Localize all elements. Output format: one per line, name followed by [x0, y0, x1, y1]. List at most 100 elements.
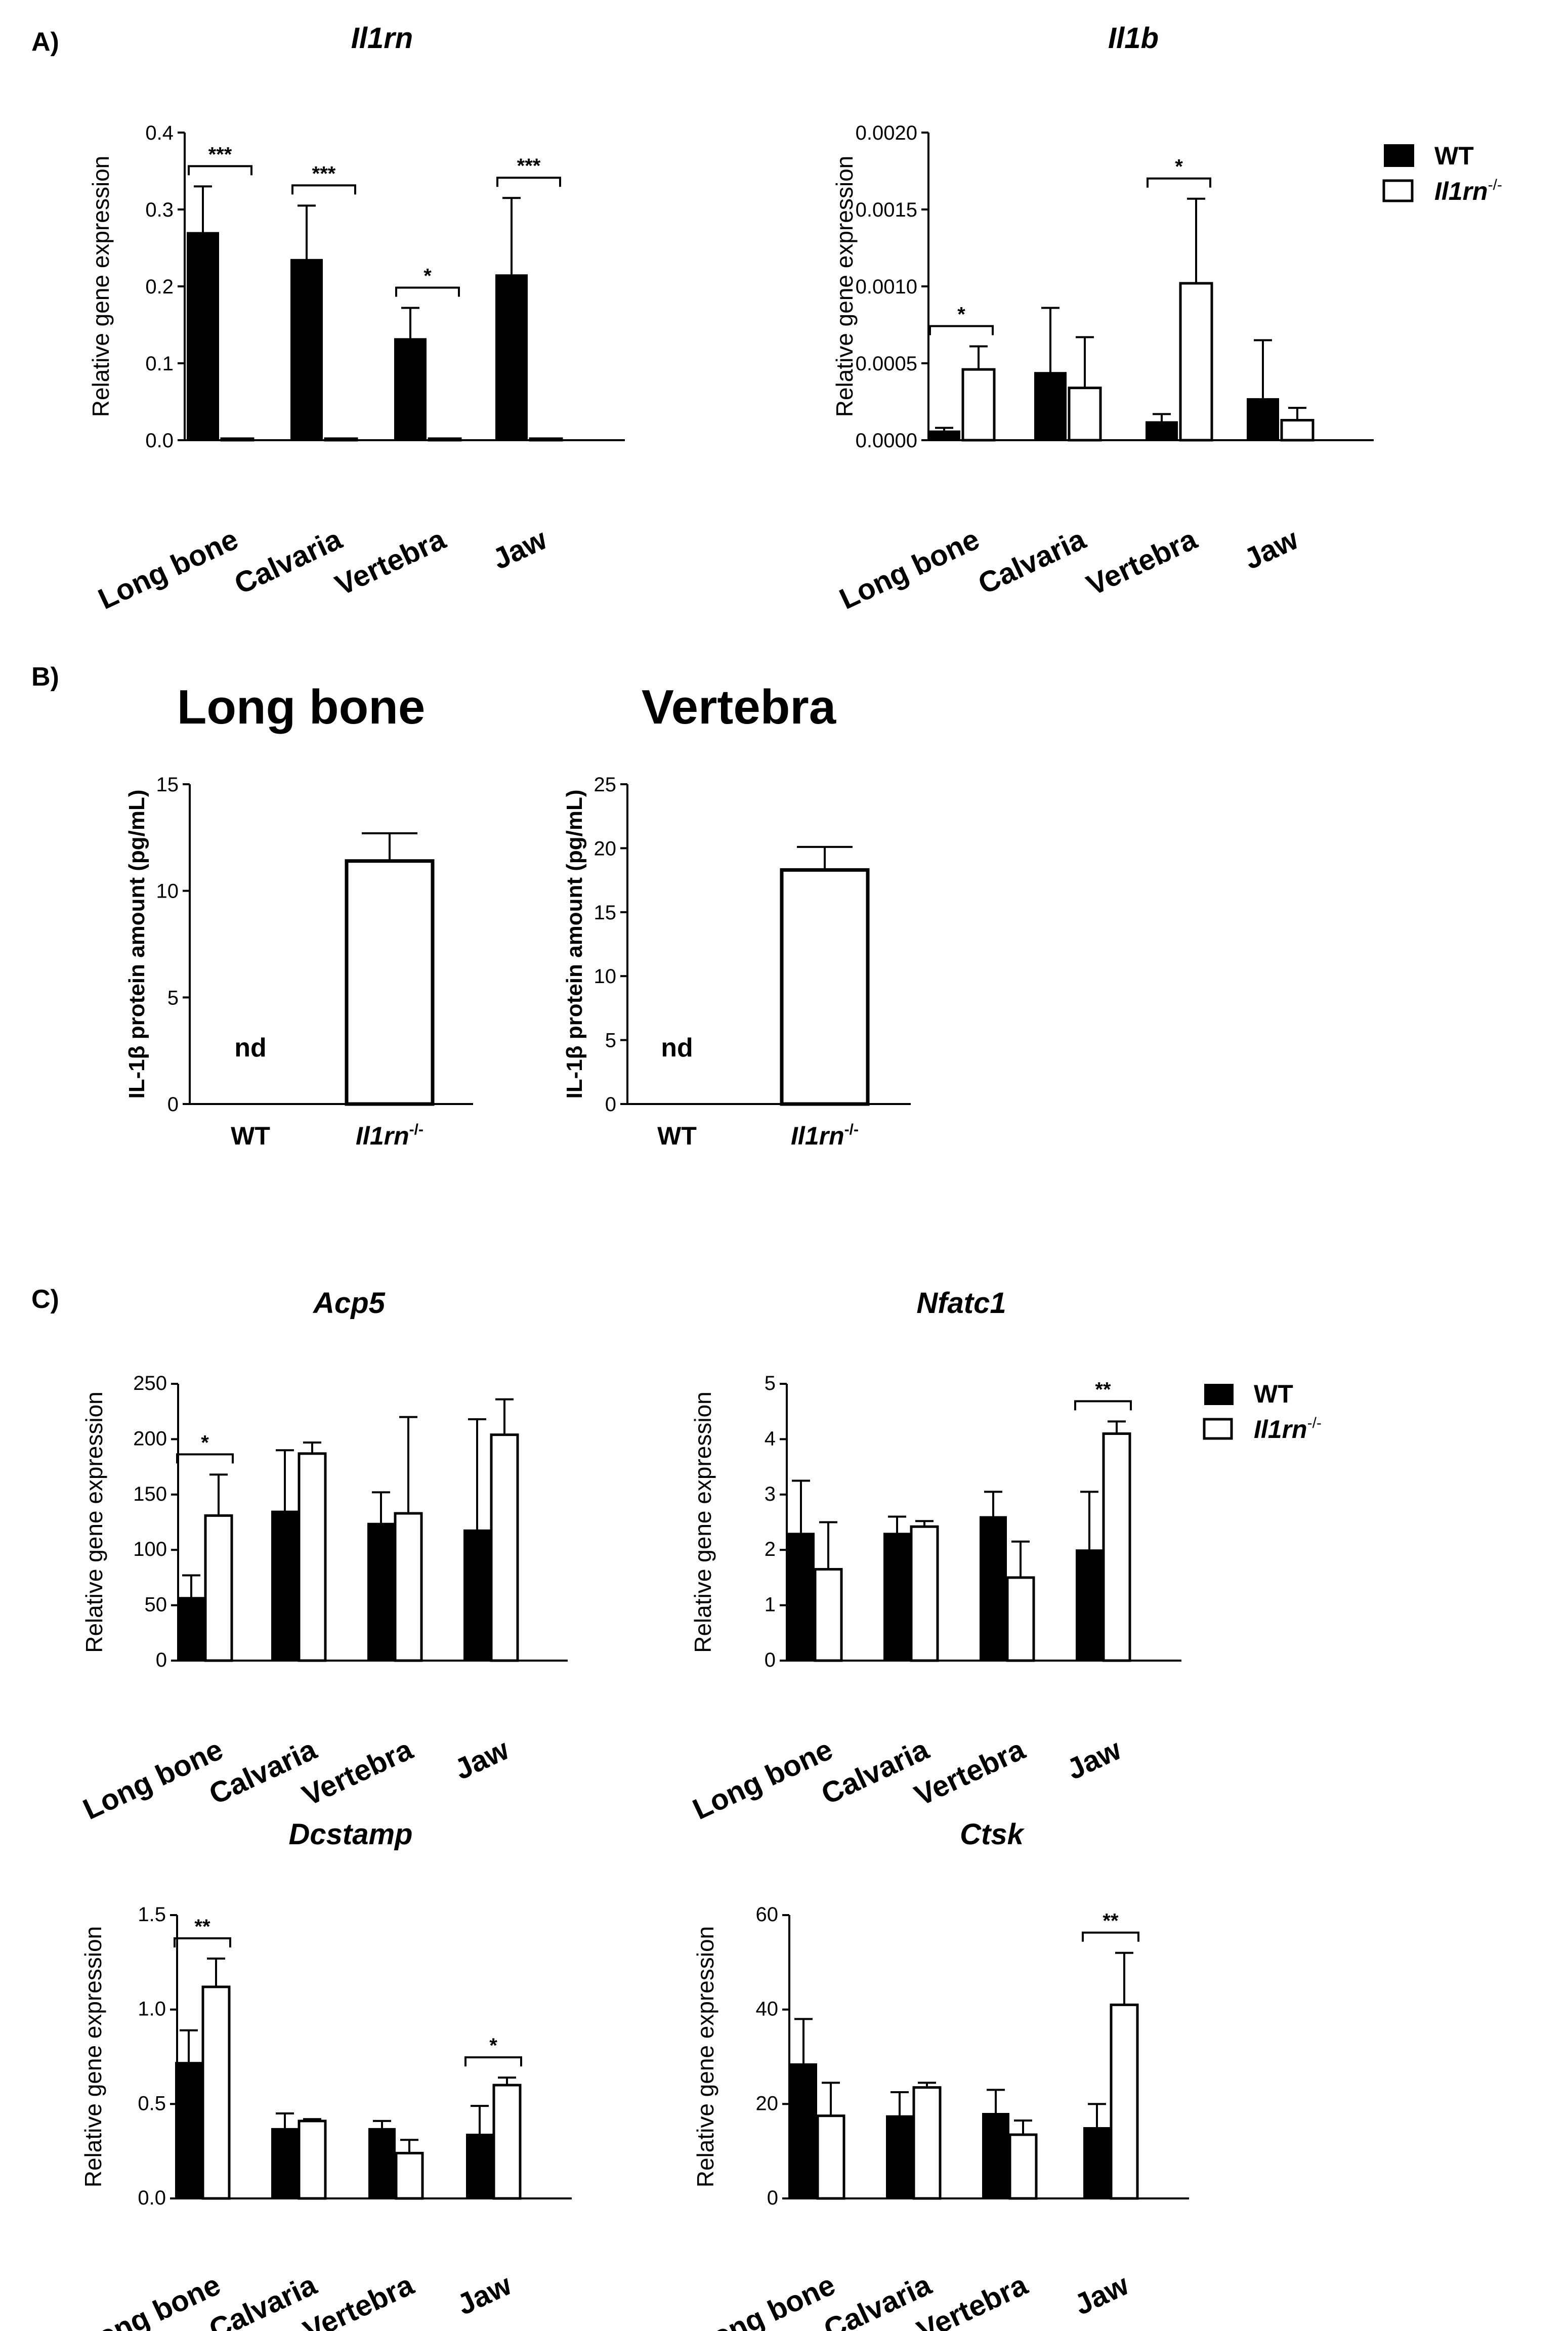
y-tick-label: 5: [765, 1372, 776, 1394]
legend-c-ko-swatch: [1203, 1418, 1233, 1440]
y-tick-label: 5: [605, 1030, 616, 1052]
bar-ko: [1008, 2133, 1038, 2200]
bar-wt: [982, 2113, 1009, 2199]
significance-bracket: [188, 165, 252, 176]
y-tick-label: 0.0015: [856, 199, 917, 221]
significance-marker: *: [957, 304, 965, 326]
charts-layer: Il1rn 0.0 0.1 0.2 0.3 0.4 Relative gene expres…: [75, 22, 1374, 2331]
y-tick-label: 20: [594, 837, 617, 860]
bar-ko: [1068, 387, 1102, 442]
bar-wt: [290, 259, 323, 441]
y-tick-label: 5: [167, 987, 179, 1009]
bar-ko: [204, 1514, 233, 1662]
x-category-name: Il1rn: [791, 1122, 844, 1150]
x-category-sup: -/-: [844, 1121, 859, 1138]
bar-wt: [883, 1533, 911, 1661]
panel-label-c: C): [31, 1285, 59, 1314]
x-category-label: Jaw: [1070, 2268, 1134, 2322]
y-axis-label: Relative gene expression: [81, 1391, 107, 1653]
chart-dcstamp: Dcstamp 0.0 0.5 1.0 1.5 Relative gene express…: [75, 1818, 572, 2331]
y-tick-label: 2: [765, 1538, 776, 1560]
legend-c-ko-name: Il1rn: [1254, 1415, 1307, 1444]
bar-ko: [324, 437, 358, 442]
bar-ko: [395, 2151, 424, 2200]
y-tick-label: 0.0: [145, 430, 174, 452]
bar-ko: [816, 2114, 845, 2200]
bar-wt: [1083, 2127, 1111, 2199]
chart-il1rn: Il1rn 0.0 0.1 0.2 0.3 0.4 Relative gene expres…: [88, 22, 625, 616]
x-category-label: Long bone: [688, 1733, 837, 1826]
y-tick-label: 1: [765, 1594, 776, 1616]
significance-marker: **: [1095, 1378, 1111, 1401]
y-tick-label: 0: [156, 1649, 167, 1671]
y-tick-label: 100: [133, 1538, 167, 1560]
bar-ko: [961, 368, 996, 442]
y-tick-label: 0.0005: [856, 353, 917, 375]
bar-wt: [394, 338, 427, 441]
x-category-label: Long bone: [78, 1733, 228, 1826]
y-tick-label: 0: [767, 2187, 778, 2209]
not-detected-label: nd: [661, 1033, 693, 1063]
chart-title: Nfatc1: [916, 1287, 1006, 1320]
bar-wt: [187, 232, 219, 441]
y-axis-label: IL-1β protein amount (pg/mL): [562, 789, 587, 1098]
y-tick-label: 0.3: [145, 199, 174, 221]
significance-marker: ***: [312, 162, 336, 185]
y-tick-label: 20: [756, 2092, 779, 2114]
bar-ko: [1102, 1432, 1131, 1662]
legend-ko-swatch: [1382, 179, 1414, 202]
bar-wt: [178, 1597, 205, 1661]
chart-title: Dcstamp: [289, 1818, 413, 1851]
bar-wt: [1146, 421, 1178, 441]
bar-ko: [490, 1433, 519, 1662]
y-tick-label: 15: [594, 902, 617, 924]
y-tick-label: 15: [156, 774, 179, 796]
y-tick-label: 60: [756, 1903, 779, 1926]
bar-ko: [394, 1512, 423, 1662]
x-category-label: Vertebra: [1082, 523, 1203, 602]
y-axis-label: Relative gene expression: [88, 156, 114, 417]
significance-marker: *: [1175, 156, 1183, 178]
panel-label-a: A): [31, 27, 59, 57]
significance-marker: ***: [208, 143, 232, 165]
y-tick-label: 1.5: [138, 1903, 166, 1926]
y-tick-label: 0.0: [138, 2187, 166, 2209]
bar-ko: [345, 859, 435, 1106]
significance-marker: *: [489, 2035, 497, 2057]
legend-top: WT Il1rn-/-: [1382, 142, 1502, 205]
not-detected-label: nd: [234, 1033, 267, 1063]
bar-wt: [1034, 372, 1067, 441]
y-tick-label: 0.0020: [856, 122, 917, 144]
y-tick-label: 0: [167, 1093, 179, 1116]
x-category-label: Jaw: [452, 2268, 517, 2322]
x-category-label: Long bone: [690, 2268, 840, 2331]
chart-title: Long bone: [177, 680, 426, 734]
x-category-label: Jaw: [488, 523, 553, 576]
significance-bracket: [174, 1937, 231, 1947]
bar-ko: [1110, 2003, 1139, 2200]
y-tick-label: 4: [765, 1427, 776, 1450]
y-axis-label: IL-1β protein amount (pg/mL): [124, 789, 149, 1098]
chart-prot_vert: Vertebra 0 5 10 15 20 25 IL-1β protein amount (…: [562, 680, 911, 1150]
x-category-label: Long bone: [834, 523, 984, 616]
x-category-name: Il1rn: [356, 1122, 409, 1150]
x-category-label: Vertebra: [298, 1733, 418, 1812]
bar-ko: [428, 437, 462, 442]
legend-c: WT Il1rn-/-: [1203, 1380, 1322, 1444]
bar-ko: [529, 437, 563, 442]
significance-bracket: [291, 184, 356, 195]
legend-c-ko-sup: -/-: [1307, 1415, 1322, 1431]
significance-bracket: [395, 286, 460, 297]
y-tick-label: 10: [594, 965, 617, 988]
bar-wt: [980, 1516, 1007, 1662]
bar-wt: [368, 2128, 396, 2199]
bar-wt: [495, 274, 528, 441]
x-category-label: Calvaria: [229, 523, 347, 601]
significance-marker: **: [194, 1916, 210, 1938]
significance-bracket: [929, 325, 994, 335]
significance-marker: **: [1103, 1910, 1119, 1932]
x-category-label: Long bone: [75, 2268, 225, 2331]
bar-ko: [220, 437, 255, 442]
bar-wt: [463, 1529, 491, 1661]
